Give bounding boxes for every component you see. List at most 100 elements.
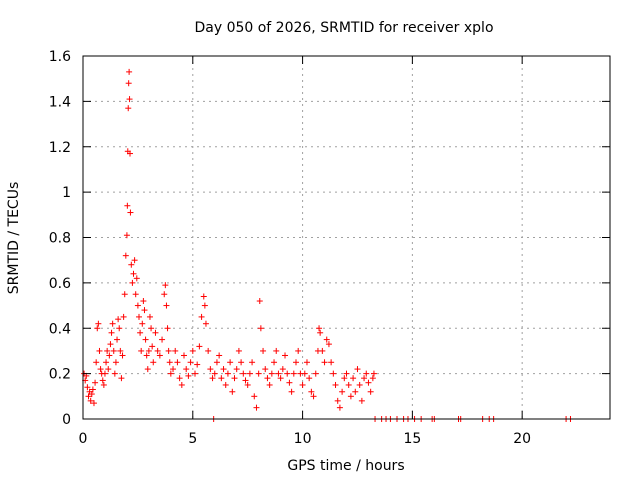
- data-point: [152, 329, 159, 336]
- x-tick-label: 5: [188, 431, 197, 447]
- y-tick-label: 1.4: [49, 94, 71, 110]
- data-point: [207, 366, 214, 373]
- data-point: [150, 359, 157, 366]
- data-point: [271, 359, 278, 366]
- data-point: [139, 320, 146, 327]
- data-point: [205, 347, 212, 354]
- data-point: [211, 370, 218, 377]
- data-point: [235, 347, 242, 354]
- data-point: [130, 270, 137, 277]
- data-point: [295, 347, 302, 354]
- data-point: [301, 370, 308, 377]
- data-point: [336, 404, 343, 411]
- data-point: [370, 370, 377, 377]
- y-axis-label: SRMTID / TECUs: [6, 182, 22, 295]
- data-point: [117, 347, 124, 354]
- data-point: [275, 370, 282, 377]
- data-point: [144, 366, 151, 373]
- data-point: [341, 375, 348, 382]
- x-tick-label: 15: [403, 431, 421, 447]
- data-point: [218, 375, 225, 382]
- data-point: [356, 381, 363, 388]
- data-point: [361, 375, 368, 382]
- data-point: [133, 275, 140, 282]
- data-point: [365, 379, 372, 386]
- data-point: [149, 343, 156, 350]
- data-point: [284, 370, 291, 377]
- data-point: [178, 381, 185, 388]
- data-point: [112, 359, 119, 366]
- data-point: [242, 377, 249, 384]
- data-point: [161, 291, 168, 298]
- data-point: [135, 313, 142, 320]
- data-series: [81, 68, 574, 422]
- data-point: [330, 370, 337, 377]
- data-point: [369, 375, 376, 382]
- data-point: [202, 320, 209, 327]
- data-point: [89, 386, 96, 393]
- data-point: [209, 375, 216, 382]
- y-tick-label: 0.2: [49, 367, 71, 383]
- data-point: [299, 381, 306, 388]
- data-point: [266, 381, 273, 388]
- data-point: [363, 370, 370, 377]
- data-point: [255, 370, 262, 377]
- data-point: [167, 370, 174, 377]
- data-point: [191, 370, 198, 377]
- data-point: [138, 347, 145, 354]
- data-point: [282, 352, 289, 359]
- data-point: [176, 375, 183, 382]
- data-point: [125, 80, 132, 87]
- data-point: [172, 347, 179, 354]
- data-point: [268, 370, 275, 377]
- data-point: [216, 352, 223, 359]
- data-point: [107, 341, 114, 348]
- data-point: [352, 388, 359, 395]
- data-point: [137, 329, 144, 336]
- data-point: [260, 347, 267, 354]
- data-point: [99, 377, 106, 384]
- data-point: [303, 359, 310, 366]
- data-point: [129, 279, 136, 286]
- data-point: [189, 347, 196, 354]
- data-point: [194, 361, 201, 368]
- data-point: [244, 381, 251, 388]
- data-point: [231, 375, 238, 382]
- data-point: [347, 393, 354, 400]
- data-point: [200, 293, 207, 300]
- data-point: [319, 347, 326, 354]
- data-point: [125, 105, 132, 112]
- data-point: [306, 375, 313, 382]
- data-point: [118, 375, 125, 382]
- data-point: [132, 291, 139, 298]
- y-tick-label: 1: [62, 185, 71, 201]
- data-point: [142, 336, 149, 343]
- data-point: [109, 320, 116, 327]
- data-point: [93, 359, 100, 366]
- data-point: [143, 352, 150, 359]
- data-point: [104, 347, 111, 354]
- data-point: [145, 347, 152, 354]
- data-point: [290, 370, 297, 377]
- data-point: [105, 366, 112, 373]
- data-point: [140, 298, 147, 305]
- data-point: [84, 384, 91, 391]
- data-point: [323, 336, 330, 343]
- x-tick-label: 20: [513, 431, 531, 447]
- data-point: [116, 325, 123, 332]
- data-point: [308, 388, 315, 395]
- data-point: [249, 359, 256, 366]
- data-point: [334, 397, 341, 404]
- data-point: [286, 379, 293, 386]
- data-point: [90, 400, 97, 407]
- data-point: [134, 302, 141, 309]
- data-point: [165, 347, 172, 354]
- data-point: [103, 359, 110, 366]
- data-point: [358, 397, 365, 404]
- data-point: [240, 370, 247, 377]
- data-point: [108, 329, 115, 336]
- data-point: [317, 329, 324, 336]
- data-point: [246, 370, 253, 377]
- data-point: [316, 325, 323, 332]
- data-point: [121, 291, 128, 298]
